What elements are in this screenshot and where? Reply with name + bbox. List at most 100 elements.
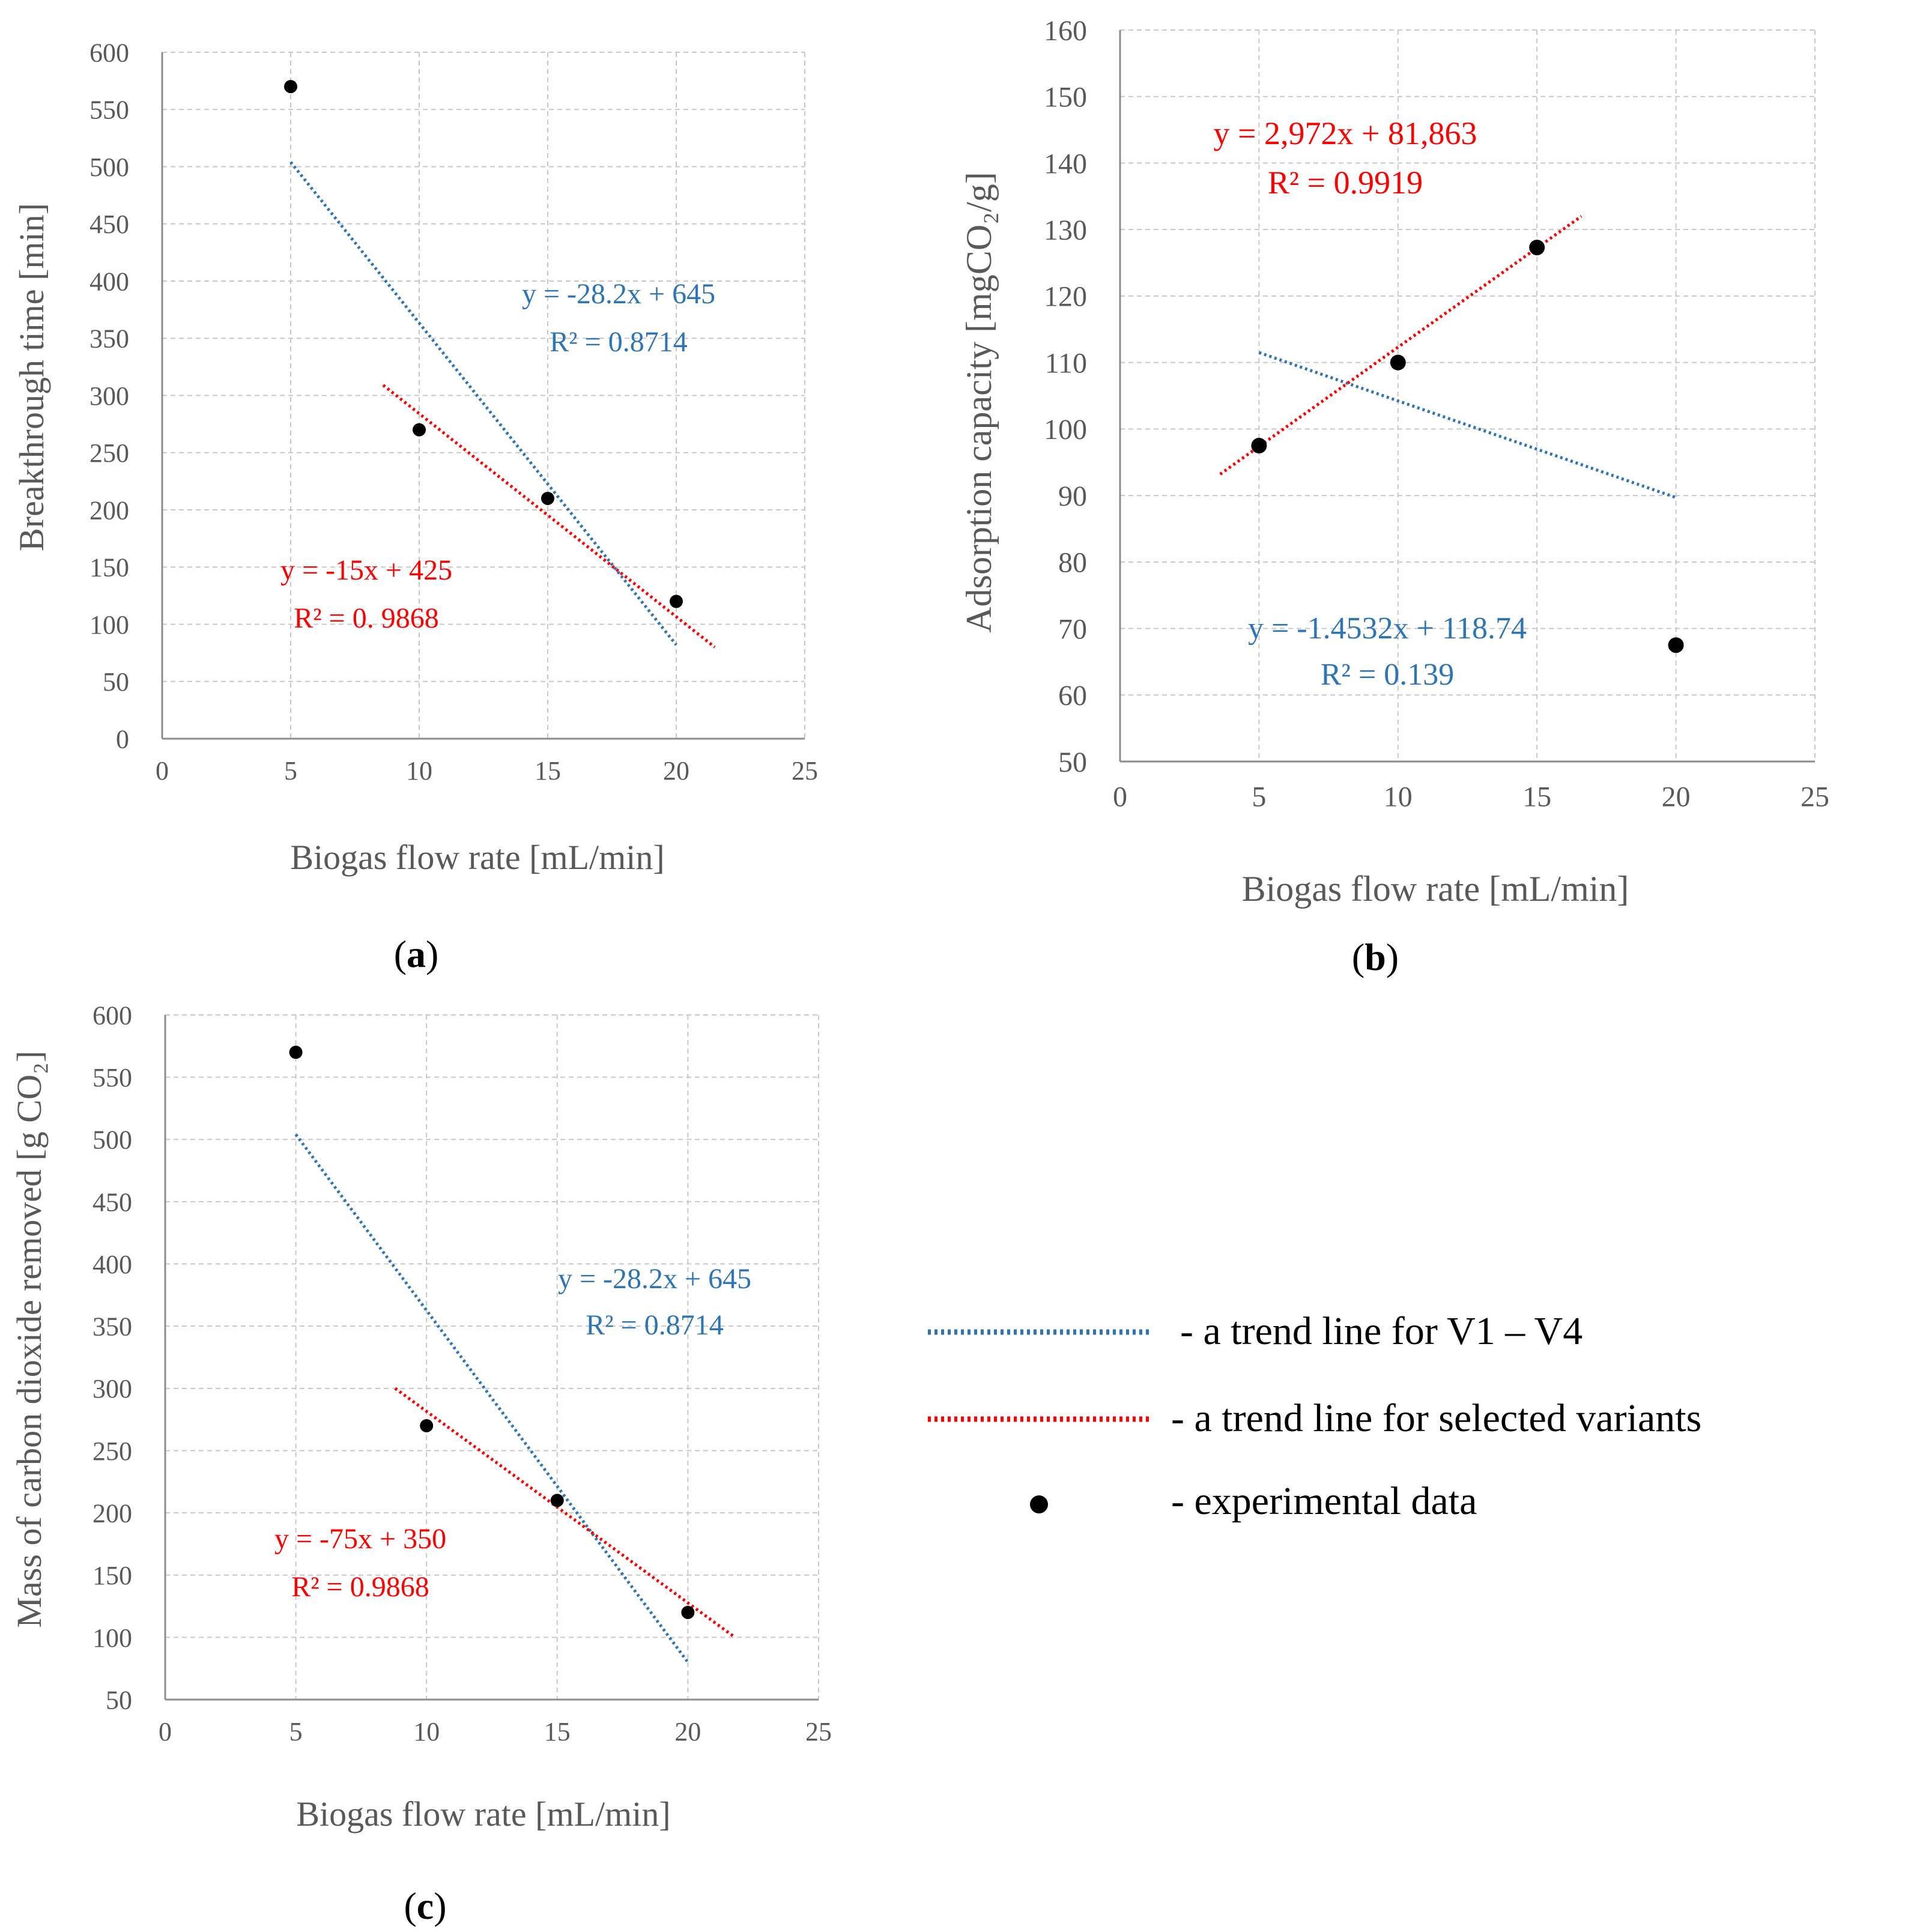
chart-c: 50 100 150 200 250 300 350 400 450 500 550 600 0 5 10 1…	[10, 1001, 832, 1927]
chart-b-blue-equation: y = -1.4532x + 118.74	[1248, 611, 1527, 646]
chart-a-red-equation: y = -15x + 425	[280, 554, 452, 586]
chart-a-points	[284, 80, 683, 608]
chart-b-ytick-label: 160	[1044, 15, 1087, 47]
chart-b-trendline-blue	[1258, 351, 1677, 499]
chart-c-ylabel: Mass of carbon dioxide removed [g CO₂]	[10, 1051, 49, 1628]
chart-a-trendline-red	[382, 384, 716, 649]
chart-c-ytick-label: 350	[92, 1312, 132, 1342]
chart-a-ylabel: Breakthrough time [min]	[12, 203, 51, 551]
chart-b-ytick-label: 80	[1058, 547, 1087, 579]
chart-c-xtick-label: 25	[805, 1717, 832, 1746]
chart-c-ticks: 50 100 150 200 250 300 350 400 450 500 550 600 0 5 10 1…	[92, 1001, 832, 1746]
chart-b-blue-r2: R² = 0.139	[1321, 658, 1455, 692]
chart-b-xtick-label: 25	[1800, 781, 1829, 813]
chart-a-ytick-label: 500	[89, 153, 129, 182]
legend-swatch-marker	[1030, 1495, 1048, 1513]
chart-a-xtick-label: 25	[792, 756, 818, 786]
panel-label-b: (b)	[1352, 936, 1399, 978]
chart-b-axes	[1119, 30, 1815, 763]
chart-b-data-point	[1529, 240, 1545, 256]
chart-a-xlabel: Biogas flow rate [mL/min]	[290, 838, 664, 877]
chart-b-data-point	[1668, 637, 1684, 653]
chart-c-data-point	[550, 1494, 564, 1507]
panel-label-a: (a)	[394, 933, 439, 975]
chart-b-ytick-label: 70	[1058, 613, 1087, 645]
chart-a-ytick-label: 350	[89, 324, 129, 354]
chart-b-xtick-label: 0	[1113, 781, 1127, 813]
chart-c-ytick-label: 500	[92, 1125, 132, 1155]
chart-a-ytick-label: 400	[89, 267, 129, 296]
chart-c-xtick-label: 0	[159, 1717, 172, 1746]
chart-c-ytick-label: 250	[92, 1437, 132, 1466]
chart-a-ytick-label: 0	[116, 724, 129, 754]
chart-a-data-point	[413, 423, 426, 437]
chart-a-ticks: 0 50 100 150 200 250 300 350 400 450 500 550 600 0 5 10…	[89, 38, 818, 786]
chart-a-data-point	[670, 595, 683, 608]
chart-c-grid	[165, 1014, 819, 1700]
chart-b-ytick-label: 50	[1058, 746, 1087, 778]
chart-a: 0 50 100 150 200 250 300 350 400 450 500 550 600 0 5 10…	[12, 38, 818, 975]
chart-a-trendlines	[289, 161, 716, 649]
chart-c-xtick-label: 15	[544, 1717, 571, 1746]
legend-label-data: - experimental data	[1171, 1479, 1477, 1523]
chart-a-blue-equation: y = -28.2x + 645	[522, 278, 715, 310]
chart-b-xlabel: Biogas flow rate [mL/min]	[1242, 869, 1629, 909]
chart-a-xtick-label: 10	[406, 756, 432, 786]
chart-a-xtick-label: 15	[535, 756, 561, 786]
chart-c-xtick-label: 5	[289, 1717, 303, 1746]
chart-a-axes	[161, 52, 805, 740]
chart-a-ytick-label: 450	[89, 210, 129, 239]
panel-label-c: (c)	[404, 1885, 446, 1927]
chart-b-ticks: 50 60 70 80 90 100 110 120 130 140 150 160 0 5 10 15 20 2…	[1044, 15, 1829, 813]
chart-b-red-equation: y = 2,972x + 81,863	[1214, 115, 1477, 151]
chart-b-ytick-label: 140	[1044, 148, 1087, 180]
chart-c-ytick-label: 200	[92, 1498, 132, 1528]
chart-b-red-r2: R² = 0.9919	[1268, 165, 1423, 201]
chart-b-ytick-label: 130	[1044, 214, 1087, 246]
chart-a-xtick-label: 0	[156, 756, 169, 786]
chart-a-data-point	[284, 80, 297, 94]
chart-c-trendlines	[294, 1133, 736, 1664]
chart-b-ytick-label: 120	[1044, 281, 1087, 313]
chart-a-ytick-label: 250	[89, 438, 129, 468]
chart-c-ytick-label: 600	[92, 1001, 132, 1030]
chart-a-ytick-label: 300	[89, 381, 129, 411]
chart-a-blue-r2: R² = 0.8714	[550, 326, 687, 358]
legend: - a trend line for V1 – V4 - a trend lin…	[928, 1309, 1701, 1523]
chart-c-points	[289, 1046, 695, 1619]
chart-c-ytick-label: 150	[92, 1561, 132, 1590]
chart-a-ytick-label: 50	[103, 667, 129, 697]
chart-c-data-point	[420, 1419, 434, 1432]
chart-b-trendline-red	[1219, 215, 1582, 476]
chart-b-xtick-label: 5	[1252, 781, 1266, 813]
chart-b-trendlines	[1219, 215, 1677, 499]
chart-c-ytick-label: 100	[92, 1623, 132, 1653]
chart-c-red-equation: y = -75x + 350	[274, 1523, 446, 1555]
chart-a-xtick-label: 20	[663, 756, 689, 786]
legend-swatches	[928, 1329, 1150, 1513]
chart-a-ytick-label: 100	[89, 610, 129, 640]
chart-b: 50 60 70 80 90 100 110 120 130 140 150 160 0 5 10 15 20 2…	[959, 15, 1829, 978]
chart-b-ytick-label: 150	[1044, 82, 1087, 114]
chart-a-ytick-label: 600	[89, 38, 129, 67]
chart-c-blue-r2: R² = 0.8714	[586, 1309, 723, 1341]
chart-a-ytick-label: 150	[89, 553, 129, 583]
chart-b-ytick-label: 90	[1058, 480, 1087, 512]
chart-b-xtick-label: 10	[1384, 781, 1413, 813]
chart-c-axes	[164, 1015, 819, 1701]
chart-b-ylabel: Adsorption capacity [mgCO₂/g]	[959, 172, 999, 632]
chart-c-xtick-label: 20	[674, 1717, 701, 1746]
chart-c-xlabel: Biogas flow rate [mL/min]	[296, 1794, 670, 1834]
chart-b-data-point	[1251, 438, 1267, 454]
chart-a-ytick-label: 200	[89, 495, 129, 525]
chart-a-xtick-label: 5	[284, 756, 297, 786]
chart-b-ytick-label: 60	[1058, 680, 1087, 712]
chart-c-data-point	[289, 1046, 303, 1059]
chart-c-xtick-label: 10	[413, 1717, 440, 1746]
chart-c-ytick-label: 300	[92, 1374, 132, 1404]
chart-a-red-r2: R² = 0. 9868	[294, 602, 438, 634]
chart-c-blue-equation: y = -28.2x + 645	[558, 1263, 751, 1295]
chart-a-ytick-label: 550	[89, 95, 129, 125]
chart-c-ytick-label: 50	[106, 1685, 132, 1715]
